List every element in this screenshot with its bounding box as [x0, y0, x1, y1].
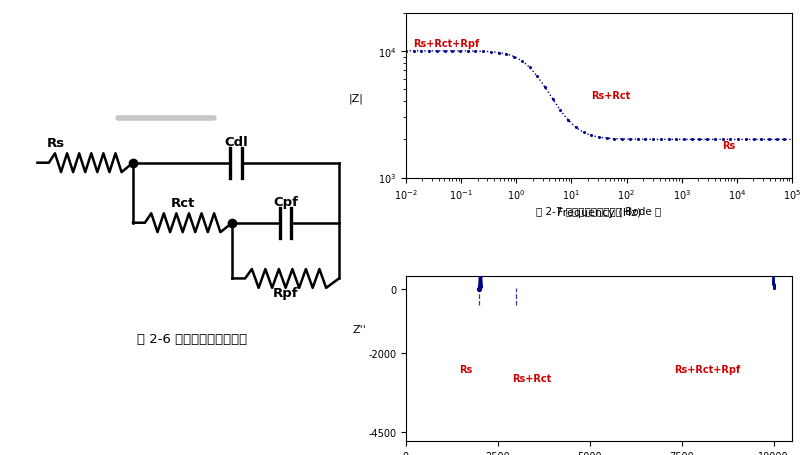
Y-axis label: |Z|: |Z|	[348, 94, 363, 104]
X-axis label: Frequency (Hz): Frequency (Hz)	[557, 207, 641, 217]
Text: Cdl: Cdl	[224, 136, 248, 148]
Text: Rs+Rct: Rs+Rct	[591, 91, 630, 101]
Text: Rs+Rct+Rpf: Rs+Rct+Rpf	[414, 39, 480, 49]
Text: Rs+Rct: Rs+Rct	[513, 373, 552, 383]
Text: Rs: Rs	[459, 364, 472, 374]
Text: Rs: Rs	[46, 137, 65, 150]
Text: Cpf: Cpf	[273, 195, 298, 208]
Text: Rct: Rct	[170, 197, 195, 210]
Text: Rpf: Rpf	[273, 286, 298, 299]
Text: Rs+Rct+Rpf: Rs+Rct+Rpf	[674, 364, 741, 374]
Y-axis label: Z'': Z''	[353, 324, 366, 334]
Text: 圖 2-6 雙電容電阻等效電路: 圖 2-6 雙電容電阻等效電路	[137, 332, 247, 345]
Text: Rs: Rs	[722, 141, 736, 151]
Text: 圖 2-7 雙電容電阻等效電路 Bode 圖: 圖 2-7 雙電容電阻等效電路 Bode 圖	[536, 206, 662, 215]
